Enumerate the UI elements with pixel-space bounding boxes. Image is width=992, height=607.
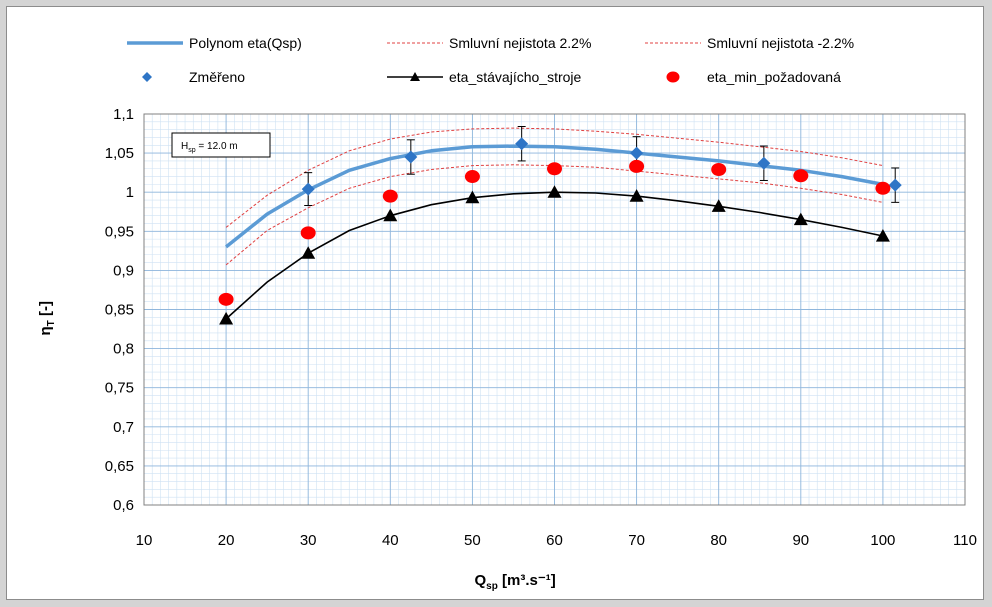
legend-item: Změřeno <box>142 69 245 85</box>
y-tick-label: 1 <box>126 184 134 201</box>
legend-swatch-marker <box>410 72 420 81</box>
axes: 10 20 30 40 50 60 70 80 90 100 110 0,6 0,65 0,7 0,75 0,… <box>37 106 977 592</box>
legend-label: eta_stávajícho_stroje <box>449 69 582 85</box>
chart-frame: Polynom eta(Qsp) Smluvní nejistota 2.2% Sm… <box>6 6 984 600</box>
legend-label: Polynom eta(Qsp) <box>189 35 302 51</box>
x-tick-label: 40 <box>382 532 399 549</box>
required-min-point <box>464 170 480 184</box>
y-tick-label: 0,95 <box>105 223 134 240</box>
existing-machine-point <box>629 189 644 202</box>
legend-label: Smluvní nejistota -2.2% <box>707 35 854 51</box>
y-tick-label: 0,9 <box>113 262 134 279</box>
x-tick-label: 60 <box>546 532 563 549</box>
existing-machine-point <box>465 190 480 204</box>
legend-swatch <box>666 71 680 83</box>
x-tick-label: 30 <box>300 532 317 549</box>
measured-point <box>301 182 315 196</box>
y-tick-label: 1,05 <box>105 145 134 162</box>
required-min-point <box>218 292 234 306</box>
existing-machine-point <box>875 228 890 242</box>
existing-machine-point <box>219 311 234 325</box>
required-min-point <box>382 189 398 203</box>
y-tick-label: 1,1 <box>113 106 134 123</box>
annotation-frame <box>171 132 271 158</box>
measured-point <box>404 150 418 164</box>
x-axis-title: Qsp [m³.s⁻¹] <box>475 572 556 592</box>
required-min-point <box>875 181 891 195</box>
measured-point <box>515 137 529 151</box>
x-tick-label: 110 <box>953 532 977 549</box>
existing-machine-point <box>301 246 316 259</box>
x-tick-label: 90 <box>792 532 809 549</box>
legend-label: Smluvní nejistota 2.2% <box>449 35 591 51</box>
uncertainty-line <box>225 127 883 228</box>
x-tick-label: 100 <box>870 532 895 549</box>
required-min-point <box>711 163 727 177</box>
annotation-text: Hsp = 12.0 m <box>181 141 238 154</box>
y-tick-label: 0,6 <box>113 497 134 514</box>
existing-machine-point <box>383 208 398 222</box>
existing-machine-point <box>711 199 726 212</box>
measured-point <box>630 146 644 160</box>
y-tick-label: 0,85 <box>105 302 134 319</box>
y-axis-title: ηT [-] <box>37 301 57 335</box>
required-min-point <box>629 159 645 173</box>
existing-machine-point <box>547 185 562 198</box>
legend-item: eta_stávajícho_stroje <box>387 69 582 85</box>
x-tick-label: 20 <box>218 532 235 549</box>
legend-swatch <box>142 72 152 82</box>
legend: Polynom eta(Qsp) Smluvní nejistota 2.2% Sm… <box>127 35 854 85</box>
uncertainty-line <box>225 164 883 266</box>
existing-machine-point <box>793 212 808 226</box>
legend-item: eta_min_požadovaná <box>666 69 841 85</box>
measured-point <box>888 178 902 192</box>
required-min-point <box>547 162 562 176</box>
measured-point <box>757 156 771 170</box>
required-min-point <box>793 169 809 183</box>
legend-label: eta_min_požadovaná <box>707 69 841 85</box>
legend-label: Změřeno <box>189 69 245 85</box>
y-tick-label: 0,7 <box>113 419 134 436</box>
x-tick-label: 50 <box>464 532 481 549</box>
legend-item: Polynom eta(Qsp) <box>127 35 302 51</box>
polynom-line <box>225 144 884 249</box>
efficiency-chart: Polynom eta(Qsp) Smluvní nejistota 2.2% Sm… <box>37 35 977 592</box>
plot-border <box>143 113 966 506</box>
x-tick-label: 70 <box>628 532 645 549</box>
required-min-point <box>300 226 316 240</box>
annotation-box: Hsp = 12.0 m <box>171 132 271 158</box>
y-tick-label: 0,8 <box>113 341 134 358</box>
y-tick-label: 0,75 <box>105 380 134 397</box>
plot-area <box>143 113 966 506</box>
legend-item: Smluvní nejistota -2.2% <box>645 35 854 51</box>
x-tick-label: 80 <box>710 532 727 549</box>
y-tick-label: 0,65 <box>105 458 134 475</box>
legend-item: Smluvní nejistota 2.2% <box>387 35 591 51</box>
x-tick-label: 10 <box>136 532 153 549</box>
